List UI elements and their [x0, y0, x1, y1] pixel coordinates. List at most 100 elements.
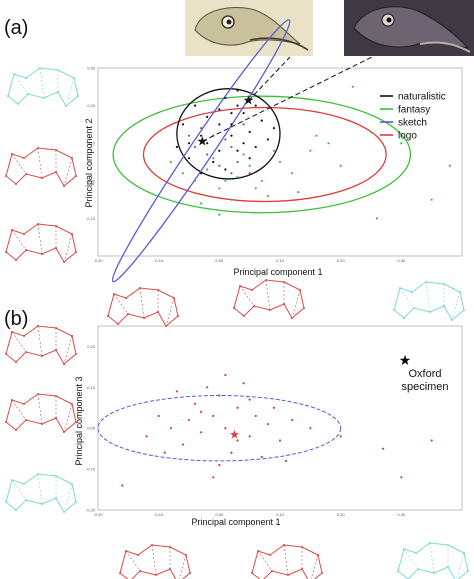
legend-label-naturalistic: naturalistic: [398, 92, 446, 103]
data-point: [200, 431, 203, 434]
data-point: [230, 123, 233, 126]
data-point: [169, 160, 172, 164]
skull-outline-layer: [5, 67, 469, 579]
data-point: [284, 459, 288, 463]
data-point: [224, 373, 227, 377]
dodo-painting-image: [344, 0, 474, 56]
annotation-line-1: Oxford: [408, 368, 441, 380]
data-point: [430, 198, 433, 201]
data-point: [193, 179, 197, 182]
x-tick-label: 0.00: [215, 512, 224, 517]
data-point: [272, 406, 276, 409]
data-point: [169, 427, 172, 430]
x-tick-label: -0.20: [93, 258, 103, 263]
data-point: [218, 463, 221, 467]
data-point: [315, 134, 318, 137]
data-point: [224, 168, 227, 171]
data-point: [297, 190, 300, 194]
data-point: [260, 119, 263, 122]
x-tick-label: 0.00: [215, 258, 224, 263]
data-point: [181, 443, 185, 446]
data-point: [278, 160, 282, 164]
data-point: [224, 179, 227, 182]
data-point: [212, 157, 215, 160]
data-point: [230, 112, 233, 115]
y-tick-label: 0.30: [87, 66, 96, 71]
legend-label-fantasy: fantasy: [398, 105, 430, 116]
legend-label-sketch: sketch: [398, 118, 427, 129]
skull-outline-shape: [5, 223, 77, 263]
skull-outline-shape: [5, 393, 77, 433]
skull-outline-shape: [5, 147, 77, 187]
data-point: [236, 89, 239, 92]
x-tick-label: -0.20: [93, 512, 103, 517]
confidence-ellipse-fantasy: [112, 95, 412, 214]
data-point: [181, 172, 185, 175]
data-point: [278, 439, 282, 442]
x-tick-label: 0.30: [397, 512, 406, 517]
legend-label-logo: logo: [398, 131, 417, 142]
data-point: [242, 112, 245, 115]
tick-layer-b: -0.20 -0.10 0.00 0.10 0.20 0.30 0.20 0.10 0.00 -0…: [86, 344, 406, 517]
data-point: [242, 123, 245, 126]
data-point: [351, 85, 354, 88]
data-point: [206, 142, 209, 145]
data-point: [175, 390, 178, 393]
data-point: [218, 394, 221, 397]
skull-outline-shape: [107, 287, 179, 327]
y-tick-label: 0.00: [87, 178, 96, 183]
y-tick-label: 0.00: [87, 426, 96, 431]
data-point: [291, 172, 294, 175]
data-point: [187, 418, 191, 422]
data-point: [272, 127, 276, 130]
dodo-engraving-image: [185, 0, 313, 56]
data-point: [121, 484, 124, 487]
data-point: [236, 406, 239, 409]
x-tick-label: -0.10: [154, 512, 164, 517]
data-point: [206, 153, 209, 156]
data-point: [206, 115, 209, 118]
x-axis-title-a: Principal component 1: [233, 267, 322, 277]
data-point: [266, 423, 269, 426]
oxford-specimen-annotation: ★ Oxford specimen: [399, 352, 449, 393]
legend-a: naturalistic fantasy sketch logo: [380, 92, 446, 142]
data-point: [224, 96, 227, 100]
data-point: [193, 104, 197, 107]
data-point: [218, 164, 221, 167]
data-point: [248, 164, 251, 167]
skull-outline-shape: [7, 67, 79, 107]
data-point: [236, 149, 239, 152]
data-point: [309, 427, 312, 430]
confidence-ellipse-all: [97, 395, 342, 462]
x-tick-label: 0.10: [276, 512, 285, 517]
confidence-ellipse-logo: [142, 106, 387, 203]
plot-frame: [97, 67, 463, 257]
data-point: [200, 172, 203, 175]
point-layer-a: ★★: [169, 56, 451, 220]
data-point: [236, 160, 239, 164]
data-point: [230, 172, 233, 175]
data-point: [430, 439, 433, 442]
data-point: [206, 168, 209, 171]
x-tick-label: -0.10: [154, 258, 164, 263]
confidence-ellipse-naturalistic: [176, 88, 281, 180]
data-point: [200, 127, 203, 130]
data-point: [224, 427, 227, 430]
data-point: [448, 164, 451, 167]
data-point: [272, 149, 276, 152]
y-tick-label: 0.20: [87, 103, 96, 108]
data-point: [212, 476, 215, 479]
data-point: [157, 414, 160, 418]
panel-label-b: (b): [4, 308, 28, 330]
y-tick-label: -0.10: [86, 467, 96, 472]
data-point: [254, 187, 257, 190]
x-tick-label: 0.10: [276, 258, 285, 263]
x-tick-label: 0.20: [337, 258, 346, 263]
data-point: [218, 108, 221, 111]
data-point: [187, 157, 191, 160]
data-point: [230, 198, 233, 201]
data-point: [400, 142, 403, 145]
pca-chart-pc1-pc3: ★ -0.20 -0.10 0.00 0.10 0.20 0.30 0.20 0.10 0.00…: [74, 325, 463, 527]
data-point: [230, 451, 233, 454]
